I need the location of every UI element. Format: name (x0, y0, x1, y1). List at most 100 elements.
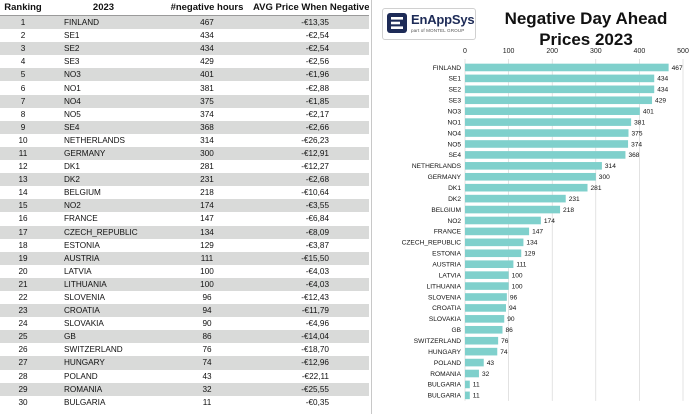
category-label: NO4 (447, 130, 461, 137)
bar (465, 140, 629, 148)
cell-avg-price: -€22,11 (253, 369, 369, 383)
cell-negative-hours: 86 (161, 330, 253, 344)
ranking-table-panel: Ranking 2023 #negative hours AVG Price W… (0, 0, 369, 409)
cell-rank: 19 (0, 251, 46, 265)
cell-avg-price: -€15,50 (253, 251, 369, 265)
cell-country: FINLAND (46, 15, 161, 30)
table-row: 15 NO2 174 -€3,55 (0, 199, 369, 213)
table-header-row: Ranking 2023 #negative hours AVG Price W… (0, 0, 369, 16)
cell-country: GERMANY (46, 146, 161, 161)
cell-country: AUSTRIA (46, 251, 161, 265)
bar (465, 391, 470, 400)
cell-country: CROATIA (46, 304, 161, 318)
category-label: BULGARIA (428, 393, 462, 400)
chart-panel: 0 100 200 300 400 500 FINLAND 467 SE1 434 SE2 434 SE… (371, 0, 696, 414)
value-label: 401 (643, 108, 654, 115)
cell-negative-hours: 100 (161, 277, 253, 291)
chart-title: Negative Day Ahead Prices 2023 (504, 9, 668, 49)
logo-name: EnAppSys (411, 12, 475, 27)
cell-avg-price: -€12,27 (253, 160, 369, 174)
bar (465, 293, 507, 301)
value-label: 429 (655, 98, 666, 105)
cell-country: NO1 (46, 81, 161, 95)
table-row: 11 GERMANY 300 -€12,91 (0, 146, 369, 161)
value-label: 314 (605, 163, 616, 170)
bar (465, 162, 602, 170)
bar (465, 205, 561, 214)
cell-negative-hours: 434 (161, 29, 253, 43)
category-label: HUNGARY (428, 349, 461, 356)
header-year: 2023 (46, 0, 161, 16)
category-label: SLOVENIA (428, 294, 462, 301)
cell-avg-price: -€1,96 (253, 68, 369, 82)
category-label: ESTONIA (432, 251, 461, 258)
table-row: 16 FRANCE 147 -€6,84 (0, 212, 369, 226)
cell-avg-price: -€2,88 (253, 81, 369, 95)
table-row: 26 SWITZERLAND 76 -€18,70 (0, 343, 369, 357)
category-label: CZECH_REPUBLIC (402, 240, 462, 247)
cell-country: SE4 (46, 120, 161, 134)
value-label: 43 (487, 360, 495, 367)
cell-rank: 22 (0, 290, 46, 305)
cell-country: POLAND (46, 369, 161, 383)
cell-avg-price: -€4,03 (253, 264, 369, 278)
value-label: 100 (512, 272, 523, 279)
cell-rank: 12 (0, 160, 46, 174)
cell-negative-hours: 94 (161, 304, 253, 318)
category-label: BELGIUM (431, 207, 461, 214)
cell-country: NETHERLANDS (46, 133, 161, 147)
table-row: 20 LATVIA 100 -€4,03 (0, 264, 369, 278)
cell-avg-price: -€3,87 (253, 238, 369, 252)
cell-country: NO4 (46, 94, 161, 108)
cell-avg-price: -€2,68 (253, 173, 369, 187)
cell-negative-hours: 96 (161, 290, 253, 305)
table-row: 21 LITHUANIA 100 -€4,03 (0, 277, 369, 291)
category-label: DK2 (448, 196, 461, 203)
table-row: 3 SE2 434 -€2,54 (0, 42, 369, 56)
cell-negative-hours: 231 (161, 173, 253, 187)
cell-negative-hours: 467 (161, 15, 253, 30)
cell-negative-hours: 90 (161, 317, 253, 331)
cell-avg-price: -€13,35 (253, 15, 369, 30)
value-label: 231 (569, 196, 580, 203)
cell-negative-hours: 174 (161, 199, 253, 213)
category-label: LITHUANIA (427, 283, 462, 290)
header-negative-hours: #negative hours (161, 0, 253, 16)
value-label: 11 (473, 382, 480, 389)
cell-avg-price: -€12,43 (253, 290, 369, 305)
cell-country: ROMANIA (46, 382, 161, 396)
table-row: 30 BULGARIA 11 -€0,35 (0, 395, 369, 409)
value-label: 11 (473, 393, 480, 400)
cell-negative-hours: 129 (161, 238, 253, 252)
category-label: SE4 (449, 152, 462, 159)
category-label: FRANCE (434, 229, 462, 236)
value-label: 74 (500, 349, 508, 356)
table-row: 14 BELGIUM 218 -€10,64 (0, 186, 369, 200)
cell-country: GB (46, 330, 161, 344)
cell-avg-price: -€2,17 (253, 107, 369, 121)
table-row: 8 NO5 374 -€2,17 (0, 107, 369, 121)
bar (465, 249, 522, 258)
enappsys-logo-icon (387, 13, 407, 33)
value-label: 174 (544, 218, 555, 225)
value-label: 100 (512, 283, 523, 290)
value-label: 86 (505, 327, 513, 334)
table-row: 29 ROMANIA 32 -€25,55 (0, 382, 369, 396)
cell-rank: 9 (0, 120, 46, 134)
value-label: 94 (509, 305, 517, 312)
bar (465, 325, 503, 334)
table-row: 7 NO4 375 -€1,85 (0, 94, 369, 108)
value-label: 434 (657, 87, 668, 94)
bar (465, 74, 655, 83)
category-label: SE3 (449, 98, 462, 105)
value-label: 374 (631, 141, 642, 148)
cell-negative-hours: 100 (161, 264, 253, 278)
value-label: 129 (524, 251, 535, 258)
cell-negative-hours: 76 (161, 343, 253, 357)
value-label: 90 (507, 316, 515, 323)
cell-negative-hours: 218 (161, 186, 253, 200)
table-row: 12 DK1 281 -€12,27 (0, 160, 369, 174)
cell-country: SE3 (46, 55, 161, 69)
bar (465, 304, 506, 312)
category-label: SLOVAKIA (429, 316, 462, 323)
